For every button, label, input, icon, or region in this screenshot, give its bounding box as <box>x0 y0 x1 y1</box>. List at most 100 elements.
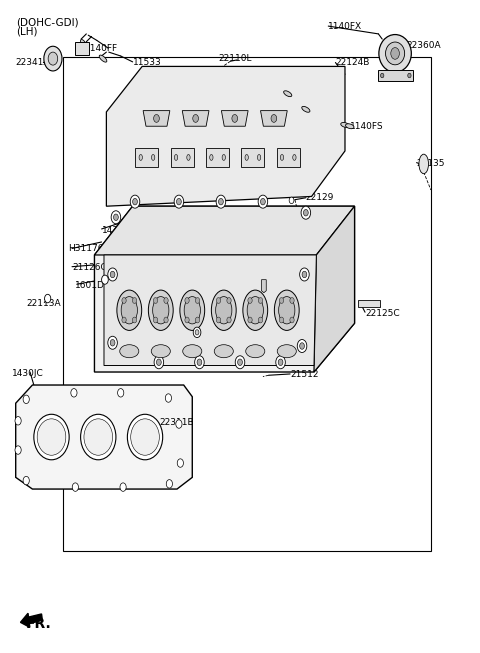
Text: 1573JM: 1573JM <box>107 306 140 315</box>
Ellipse shape <box>246 345 265 358</box>
Bar <box>171 148 194 167</box>
Ellipse shape <box>71 389 77 397</box>
Ellipse shape <box>300 268 309 281</box>
Ellipse shape <box>391 48 399 59</box>
Ellipse shape <box>257 155 261 161</box>
Ellipse shape <box>214 345 233 358</box>
Ellipse shape <box>120 345 139 358</box>
Bar <box>241 148 264 167</box>
Ellipse shape <box>185 317 189 323</box>
Ellipse shape <box>293 155 296 161</box>
Ellipse shape <box>193 114 199 122</box>
Ellipse shape <box>117 290 142 330</box>
Ellipse shape <box>284 91 292 97</box>
Ellipse shape <box>154 317 157 323</box>
Text: 22114D: 22114D <box>292 278 328 287</box>
FancyArrow shape <box>21 613 42 628</box>
Ellipse shape <box>180 290 204 330</box>
Ellipse shape <box>122 298 126 304</box>
Ellipse shape <box>132 298 137 304</box>
Polygon shape <box>314 206 355 372</box>
Ellipse shape <box>261 199 265 205</box>
Text: 22341A: 22341A <box>16 58 50 67</box>
Ellipse shape <box>153 296 169 324</box>
Text: FR.: FR. <box>26 616 52 631</box>
Ellipse shape <box>185 298 189 304</box>
Text: 1140FF: 1140FF <box>85 44 118 53</box>
Ellipse shape <box>132 199 137 205</box>
Text: 22113A: 22113A <box>26 299 61 308</box>
Ellipse shape <box>301 206 311 219</box>
Text: 22129: 22129 <box>306 193 334 202</box>
Text: 22311B: 22311B <box>159 417 193 426</box>
Ellipse shape <box>110 340 115 346</box>
Ellipse shape <box>37 419 66 455</box>
Ellipse shape <box>216 317 221 323</box>
Text: H31176: H31176 <box>68 244 104 253</box>
Ellipse shape <box>195 356 204 369</box>
Ellipse shape <box>154 356 164 369</box>
Ellipse shape <box>278 359 283 366</box>
Ellipse shape <box>84 419 113 455</box>
Ellipse shape <box>72 483 78 491</box>
Polygon shape <box>95 206 355 255</box>
Polygon shape <box>95 206 355 372</box>
Text: 21513A: 21513A <box>287 353 322 362</box>
Ellipse shape <box>248 317 252 323</box>
Text: 1140MA: 1140MA <box>285 91 322 99</box>
Ellipse shape <box>139 155 143 161</box>
Bar <box>63 57 431 551</box>
Ellipse shape <box>279 298 284 304</box>
Ellipse shape <box>232 114 238 122</box>
Ellipse shape <box>385 42 405 65</box>
Ellipse shape <box>99 55 107 62</box>
Ellipse shape <box>195 317 200 323</box>
Ellipse shape <box>289 197 294 204</box>
Ellipse shape <box>81 414 116 460</box>
Ellipse shape <box>45 295 51 303</box>
Text: 22124B: 22124B <box>312 141 346 150</box>
Ellipse shape <box>127 414 163 460</box>
Ellipse shape <box>258 195 268 208</box>
Ellipse shape <box>258 298 263 304</box>
Text: 1140FX: 1140FX <box>328 22 362 31</box>
Ellipse shape <box>381 73 384 78</box>
Text: 22125C: 22125C <box>365 309 400 318</box>
Ellipse shape <box>156 359 161 366</box>
Ellipse shape <box>275 290 299 330</box>
Text: 1430JC: 1430JC <box>12 369 44 378</box>
Ellipse shape <box>277 345 296 358</box>
Ellipse shape <box>235 356 245 369</box>
Bar <box>135 148 158 167</box>
Bar <box>277 148 300 167</box>
Ellipse shape <box>195 330 199 335</box>
Text: 1140MA: 1140MA <box>302 106 339 114</box>
Ellipse shape <box>114 214 118 221</box>
Ellipse shape <box>227 317 231 323</box>
Ellipse shape <box>216 296 232 324</box>
Text: 1601DG: 1601DG <box>75 281 112 290</box>
Ellipse shape <box>151 345 170 358</box>
Ellipse shape <box>130 195 140 208</box>
Ellipse shape <box>108 268 117 281</box>
Ellipse shape <box>238 359 242 366</box>
Ellipse shape <box>247 296 264 324</box>
Ellipse shape <box>174 195 184 208</box>
Ellipse shape <box>195 298 200 304</box>
Ellipse shape <box>276 356 285 369</box>
Text: (DOHC-GDI): (DOHC-GDI) <box>16 17 78 27</box>
Ellipse shape <box>302 106 310 112</box>
Bar <box>359 300 380 307</box>
Ellipse shape <box>197 359 202 366</box>
Ellipse shape <box>154 298 157 304</box>
Ellipse shape <box>227 298 231 304</box>
Ellipse shape <box>132 317 137 323</box>
Text: 22360A: 22360A <box>406 41 441 50</box>
Ellipse shape <box>193 327 201 338</box>
Ellipse shape <box>280 155 284 161</box>
Ellipse shape <box>15 446 21 454</box>
Text: 22135: 22135 <box>417 159 445 168</box>
Ellipse shape <box>15 417 21 425</box>
Polygon shape <box>16 385 192 489</box>
Ellipse shape <box>245 155 248 161</box>
